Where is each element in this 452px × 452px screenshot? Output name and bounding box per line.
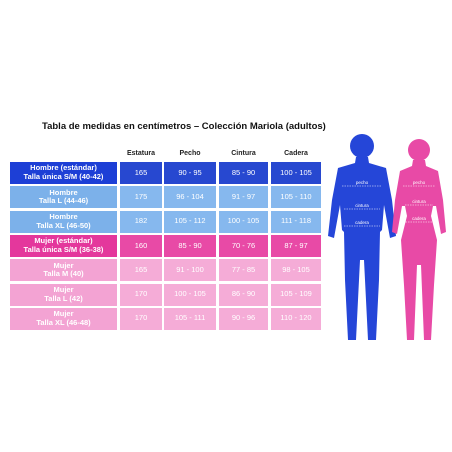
row-label-line: Mujer	[53, 260, 74, 270]
row-label: Mujer (estándar) Talla única S/M (36-38)	[10, 234, 117, 257]
row-label-line: Hombre	[49, 211, 78, 221]
table-cell: 105 - 112	[164, 210, 216, 233]
man-label: cintura	[355, 203, 369, 208]
man-label: pecho	[356, 180, 369, 185]
table-cell: 87 - 97	[271, 234, 321, 257]
row-label: Hombre Talla XL (46-50)	[10, 210, 117, 233]
woman-label: cintura	[412, 199, 426, 204]
row-label-line: Talla L (44-46)	[38, 196, 89, 206]
row-label-line: Talla XL (46-50)	[36, 220, 91, 230]
table-cell: 105 - 109	[271, 283, 321, 306]
table-cell: 105 - 111	[164, 307, 216, 330]
row-label-line: Talla M (40)	[43, 269, 84, 279]
table-cell: 160	[120, 234, 162, 257]
table-cell: 100 - 105	[164, 283, 216, 306]
table-cell: 70 - 76	[219, 234, 268, 257]
table-cell: 175	[120, 186, 162, 209]
table-cell: 111 - 118	[271, 210, 321, 233]
row-label: Hombre (estándar) Talla única S/M (40-42)	[10, 162, 117, 184]
man-figure	[328, 134, 396, 340]
table-cell: 165	[120, 259, 162, 282]
column-header: Cadera	[284, 150, 308, 157]
row-label: Mujer Talla M (40)	[10, 259, 117, 282]
measure-lines	[342, 185, 435, 227]
table-cell: 110 - 120	[271, 307, 321, 330]
table-cell: 100 - 105	[219, 210, 268, 233]
row-label-line: Talla L (42)	[44, 293, 83, 303]
table-cell: 105 - 110	[271, 186, 321, 209]
table-cell: 170	[120, 307, 162, 330]
man-label: cadera	[355, 220, 369, 225]
table-cell: 85 - 90	[219, 162, 268, 184]
table-cell: 85 - 90	[164, 234, 216, 257]
column-header: Cintura	[231, 150, 256, 157]
woman-figure	[392, 139, 446, 340]
woman-label: pecho	[413, 180, 426, 185]
row-label-line: Talla única S/M (36-38)	[23, 244, 104, 254]
table-cell: 91 - 100	[164, 259, 216, 282]
table-cell: 182	[120, 210, 162, 233]
table-cell: 170	[120, 283, 162, 306]
table-cell: 90 - 95	[164, 162, 216, 184]
row-label: Mujer Talla L (42)	[10, 283, 117, 306]
row-label-line: Hombre	[49, 187, 78, 197]
row-label-line: Hombre (estándar)	[30, 163, 97, 173]
title: Tabla de medidas en centímetros – Colecc…	[42, 121, 326, 132]
table-cell: 100 - 105	[271, 162, 321, 184]
table-cell: 96 - 104	[164, 186, 216, 209]
column-header: Pecho	[179, 150, 201, 157]
table-cell: 86 - 90	[219, 283, 268, 306]
row-label: Mujer Talla XL (46-48)	[10, 307, 117, 330]
table-cell: 77 - 85	[219, 259, 268, 282]
table-cell: 91 - 97	[219, 186, 268, 209]
row-label: Hombre Talla L (44-46)	[10, 186, 117, 209]
row-label-line: Mujer (estándar)	[34, 236, 93, 246]
woman-label: cadera	[412, 216, 426, 221]
table-cell: 98 - 105	[271, 259, 321, 282]
row-label-line: Mujer	[53, 284, 74, 294]
column-header: Estatura	[126, 150, 155, 157]
row-label-line: Talla XL (46-48)	[36, 317, 91, 327]
row-label-line: Mujer	[53, 309, 74, 319]
row-label-line: Talla única S/M (40-42)	[23, 172, 104, 181]
table-cell: 165	[120, 162, 162, 184]
table-cell: 90 - 96	[219, 307, 268, 330]
